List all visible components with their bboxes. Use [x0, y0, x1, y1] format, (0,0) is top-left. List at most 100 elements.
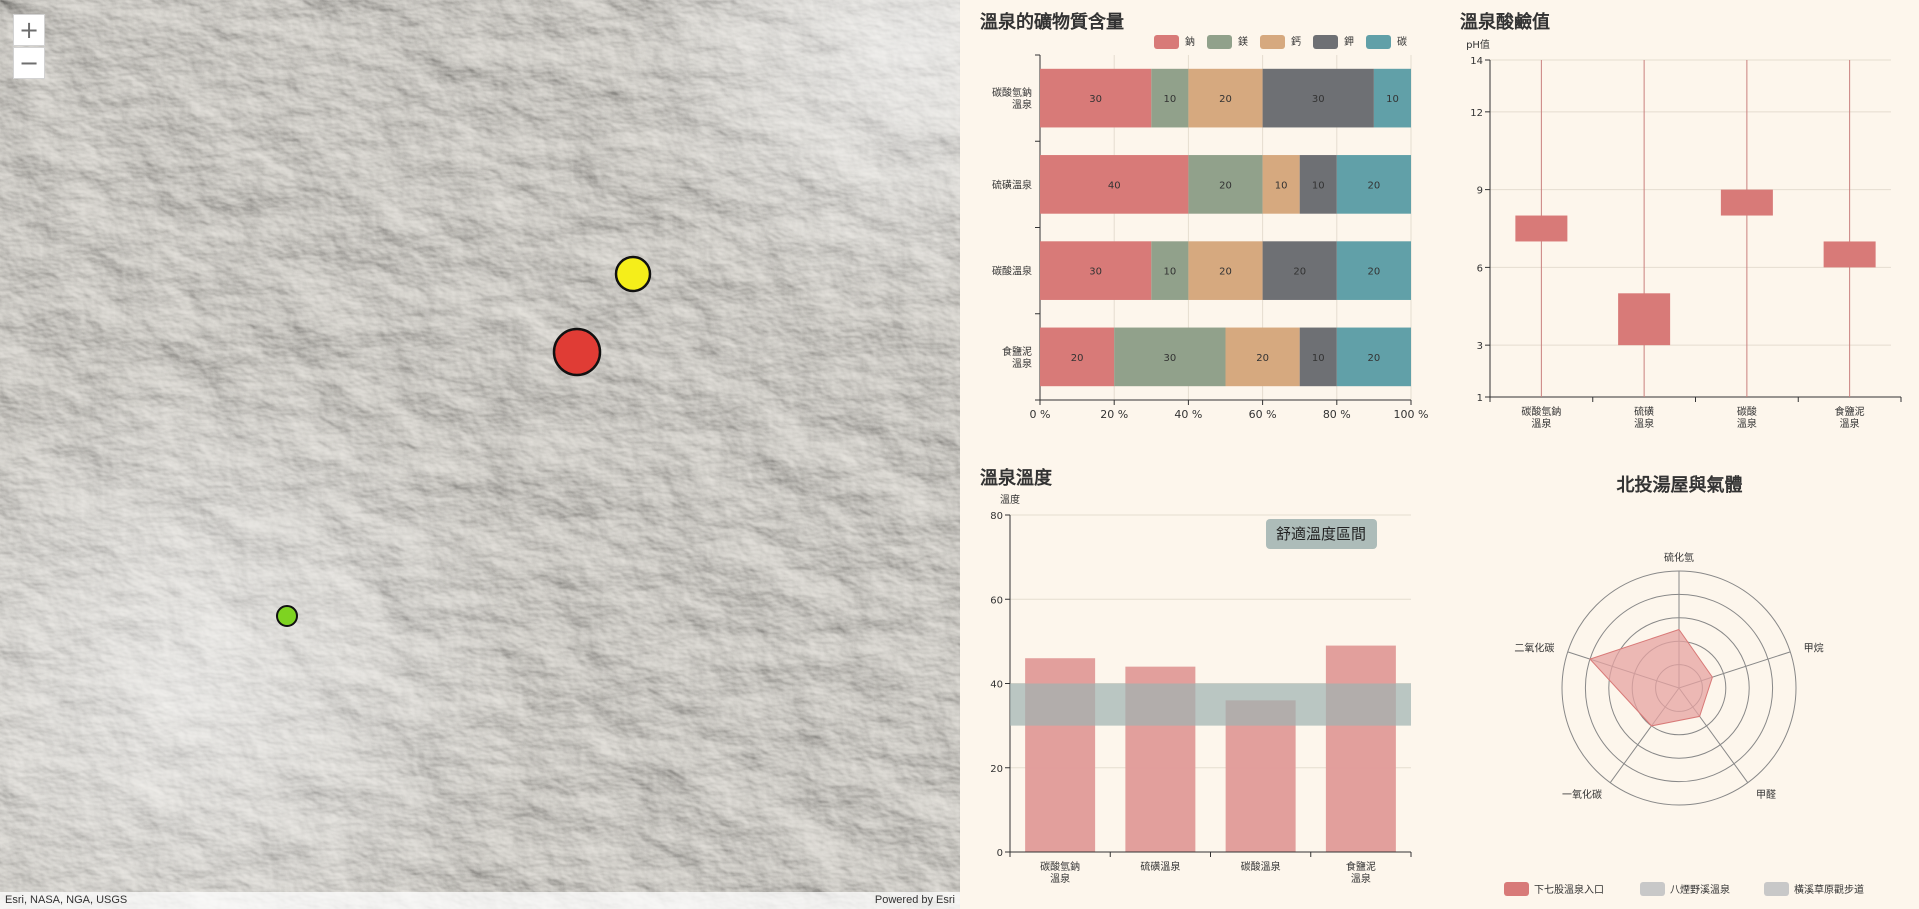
bar-segment	[1151, 68, 1189, 128]
category-label: 碳酸氫鈉溫泉	[1521, 405, 1561, 430]
legend-label: 鉀	[1344, 35, 1354, 48]
data-label: 30	[1163, 353, 1176, 364]
minerals-chart-title: 溫泉的礦物質含量	[980, 12, 1124, 33]
data-label: 10	[1312, 353, 1325, 364]
y-tick-label: 9	[1477, 186, 1483, 197]
ph-chart: pH值 1 3 6 9 12 14 碳酸氫鈉溫泉 硫磺溫泉 碳酸溫泉 食鹽泥溫泉	[1466, 38, 1902, 430]
zoom-out-button[interactable]: −	[13, 47, 45, 79]
comfort-temperature-band	[1010, 683, 1411, 726]
bar-segment	[1336, 155, 1411, 214]
legend: 下七股溫泉入口 八煙野溪溫泉 橫溪草原觀步道	[1504, 882, 1864, 896]
x-tick-label: 0 %	[1030, 408, 1051, 421]
legend-swatch	[1366, 35, 1391, 49]
radar-indicator-label: 硫化氫	[1664, 551, 1694, 564]
data-label: 10	[1386, 94, 1399, 105]
bar-segment	[1188, 155, 1263, 214]
category-label: 碳酸氫鈉溫泉	[1040, 860, 1080, 885]
attribution-text: Esri, NASA, NGA, USGS	[5, 894, 128, 906]
radar-series-area	[1589, 628, 1713, 727]
data-label: 10	[1163, 267, 1176, 278]
ph-chart-title: 溫泉酸鹼值	[1460, 12, 1550, 33]
legend-label: 八煙野溪溫泉	[1670, 883, 1730, 896]
bar-segment	[1225, 327, 1300, 387]
data-label: 10	[1163, 94, 1176, 105]
legend-label: 鈉	[1185, 35, 1195, 48]
temperature-chart-title: 溫泉溫度	[980, 468, 1052, 489]
legend-label: 下七股溫泉入口	[1534, 883, 1604, 896]
legend-label: 鎂	[1238, 35, 1248, 48]
attribution-bar	[0, 892, 960, 909]
data-label: 10	[1275, 180, 1288, 191]
y-tick-label: 20	[990, 764, 1003, 775]
map-marker-yellow[interactable]	[614, 255, 652, 293]
data-label: 20	[1368, 180, 1381, 191]
data-label: 20	[1219, 94, 1232, 105]
y-tick-label: 6	[1477, 263, 1483, 274]
radar-chart-title: 北投湯屋與氣體	[1616, 475, 1743, 496]
x-tick-label: 60 %	[1249, 408, 1277, 421]
y-tick-label: 3	[1477, 341, 1483, 352]
data-label: 20	[1368, 353, 1381, 364]
bar-segment	[1262, 155, 1300, 214]
ph-range-bar	[1515, 215, 1568, 242]
data-label: 10	[1312, 180, 1325, 191]
bar-segment	[1040, 327, 1115, 387]
bar-segment	[1040, 155, 1189, 214]
ph-range-bar	[1823, 241, 1876, 268]
category-label: 碳酸氫鈉溫泉	[992, 86, 1032, 111]
bar-segment	[1299, 155, 1337, 214]
legend-swatch	[1313, 35, 1338, 49]
bar-segment	[1114, 327, 1226, 387]
category-label: 食鹽泥溫泉	[1346, 860, 1376, 885]
data-label: 30	[1089, 267, 1102, 278]
map-marker-green[interactable]	[276, 605, 298, 627]
bar-segment	[1188, 241, 1263, 300]
x-tick-label: 40 %	[1174, 408, 1202, 421]
category-label: 硫磺溫泉	[1140, 860, 1180, 873]
ph-chart-panel: 溫泉酸鹼值 pH值 1 3 6 9 12 14 碳酸氫鈉溫泉 硫磺溫泉 碳酸溫泉 食鹽泥溫泉	[1440, 0, 1919, 455]
y-axis-unit: pH值	[1466, 38, 1490, 51]
legend-swatch	[1207, 35, 1232, 49]
map-view[interactable]: + − Esri, NASA, NGA, USGS Powered by Esr…	[0, 0, 960, 909]
y-axis-unit: 溫度	[1000, 493, 1020, 506]
band-label: 舒適溫度區間	[1276, 525, 1366, 543]
y-tick-label: 1	[1477, 393, 1483, 404]
ph-range-bar	[1720, 189, 1773, 216]
bar-segment	[1151, 241, 1189, 300]
radar-indicator-label: 二氧化碳	[1514, 642, 1554, 655]
temperature-chart: 溫度 0 20 40 60 80 碳酸氫鈉溫泉 硫磺溫泉 碳酸溫泉 食鹽泥溫泉 舒適溫度區間	[990, 493, 1412, 885]
legend-label: 鈣	[1291, 35, 1301, 48]
ph-range-bar	[1618, 293, 1671, 346]
radar-chart-panel: 北投湯屋與氣體 硫化氫 甲烷 甲醛 一氧化碳 二氧化碳 下七股溫泉入口 八煙野溪溫泉 橫溪草原…	[1440, 455, 1919, 909]
legend-swatch	[1154, 35, 1179, 49]
category-label: 食鹽泥溫泉	[1835, 405, 1865, 430]
category-label: 硫磺溫泉	[992, 178, 1032, 191]
data-label: 40	[1108, 180, 1121, 191]
category-label: 碳酸溫泉	[1737, 405, 1757, 430]
map-marker-red[interactable]	[552, 327, 602, 377]
powered-by-esri-link[interactable]: Powered by Esri	[874, 894, 955, 906]
legend-swatch	[1260, 35, 1285, 49]
y-tick-label: 60	[990, 595, 1003, 606]
bar-segment	[1188, 68, 1263, 128]
y-tick-label: 80	[990, 511, 1003, 522]
data-label: 20	[1368, 267, 1381, 278]
y-tick-label: 12	[1470, 108, 1483, 119]
radar-indicator-label: 甲烷	[1804, 642, 1824, 655]
band-label-box	[1266, 519, 1377, 549]
y-tick-label: 14	[1470, 56, 1483, 67]
data-label: 20	[1071, 353, 1084, 364]
bar-segment	[1262, 68, 1374, 128]
bar-segment	[1040, 241, 1152, 300]
data-label: 30	[1089, 94, 1102, 105]
bar-segment	[1040, 68, 1152, 128]
data-label: 20	[1219, 180, 1232, 191]
radar-indicator-label: 甲醛	[1756, 788, 1776, 801]
bar-segment	[1336, 327, 1411, 387]
data-label: 20	[1293, 267, 1306, 278]
data-label: 20	[1219, 267, 1232, 278]
zoom-in-button[interactable]: +	[13, 14, 45, 46]
category-label: 碳酸溫泉	[992, 265, 1032, 278]
